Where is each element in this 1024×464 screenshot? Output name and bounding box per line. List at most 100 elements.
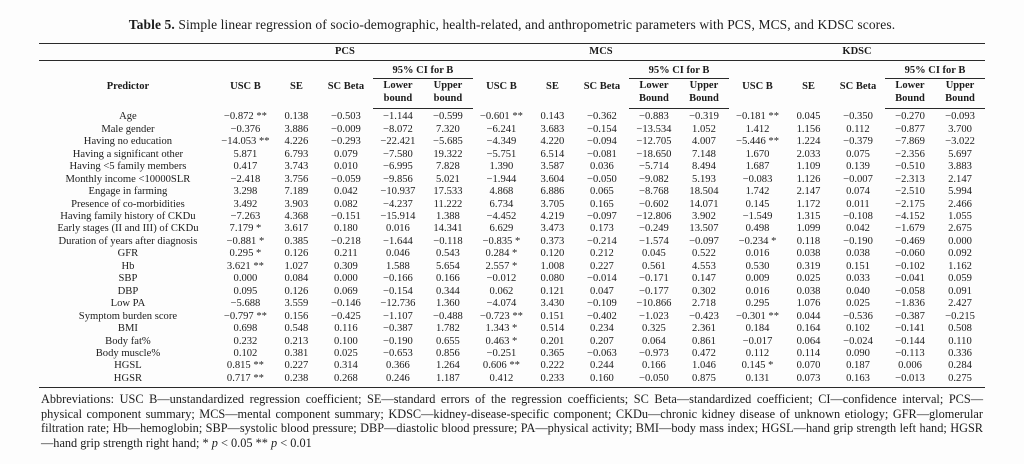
- kdsc-se-header: SE: [802, 80, 815, 92]
- value-cell: −0.166: [383, 273, 413, 285]
- value-cell: 0.698: [233, 323, 258, 335]
- value-cell: −0.973: [639, 347, 669, 359]
- group-header-mcs: MCS: [472, 43, 729, 61]
- table-row: Male gender −0.376 3.886 −0.009 −8.072 7.320 −…: [39, 124, 985, 136]
- value-cell: 0.143: [540, 111, 565, 123]
- value-cell: −14.053 **: [221, 136, 270, 148]
- value-cell: 0.173: [590, 223, 614, 235]
- value-cell: 3.617: [284, 223, 309, 235]
- value-cell: 0.120: [540, 248, 565, 260]
- value-cell: −0.050: [587, 173, 617, 185]
- value-cell: −0.109: [587, 298, 617, 310]
- value-cell: 0.543: [436, 248, 460, 260]
- value-cell: 1.388: [436, 211, 460, 222]
- kdsc-scbeta-header: SC Beta: [839, 80, 877, 92]
- table-row: Body muscle% 0.102 0.381 0.025 −0.653 0.856 −0…: [39, 348, 985, 360]
- value-cell: 0.336: [948, 347, 972, 359]
- value-cell: −7.869: [895, 136, 925, 148]
- predictor-cell: Having <5 family members: [69, 161, 187, 173]
- value-cell: 1.264: [436, 360, 460, 372]
- value-cell: 1.156: [796, 123, 821, 135]
- value-cell: −0.102: [895, 260, 925, 272]
- value-cell: 0.118: [796, 235, 821, 247]
- value-cell: 3.683: [540, 123, 565, 135]
- value-cell: −6.995: [383, 161, 413, 173]
- value-cell: 0.040: [846, 285, 870, 297]
- value-cell: 0.655: [436, 335, 460, 347]
- value-cell: 0.385: [284, 235, 309, 247]
- value-cell: −4.237: [383, 198, 413, 210]
- value-cell: 0.227: [590, 260, 614, 272]
- value-cell: 1.360: [436, 298, 460, 310]
- value-cell: −1.679: [895, 223, 925, 235]
- value-cell: −0.234 *: [738, 235, 777, 247]
- value-cell: 0.180: [334, 223, 358, 235]
- value-cell: −0.469: [895, 235, 925, 247]
- value-cell: 0.147: [692, 273, 716, 285]
- value-cell: 0.295 *: [229, 248, 262, 260]
- bound-header-row: Lower bound Upper bound Lower Bound Uppe…: [39, 78, 986, 110]
- value-cell: −2.356: [895, 148, 925, 160]
- value-cell: 7.320: [436, 123, 460, 135]
- value-cell: −0.872 **: [223, 111, 267, 123]
- value-cell: 0.145 *: [741, 360, 774, 372]
- value-cell: 0.238: [273, 372, 319, 389]
- value-cell: 0.025: [334, 347, 358, 359]
- table-caption-label: Table 5.: [128, 17, 175, 32]
- value-cell: 0.856: [436, 347, 460, 359]
- value-cell: 1.782: [436, 323, 460, 335]
- value-cell: −7.580: [383, 148, 413, 160]
- value-cell: −5.446 **: [735, 136, 780, 148]
- value-cell: −0.379: [843, 136, 873, 148]
- value-cell: 0.091: [948, 285, 972, 297]
- value-cell: 4.868: [489, 186, 514, 198]
- value-cell: 1.055: [948, 211, 972, 222]
- value-cell: 0.046: [386, 248, 410, 260]
- value-cell: 2.675: [948, 223, 972, 235]
- table-row: Early stages (II and III) of CKDu 7.179 *…: [39, 223, 985, 235]
- value-cell: 0.156: [284, 310, 309, 322]
- value-cell: 1.172: [796, 198, 821, 210]
- sub-header-row: Predictor USC B SE SC Beta 95% CI for B …: [39, 60, 986, 92]
- table-row: Duration of years after diagnosis −0.881 …: [39, 236, 985, 248]
- table-row: Age −0.872 ** 0.138 −0.503 −1.144 −0.599 −0.60…: [39, 109, 985, 124]
- value-cell: −10.937: [380, 186, 416, 198]
- value-cell: 0.207: [590, 335, 614, 347]
- value-cell: 13.507: [689, 223, 719, 235]
- value-cell: −0.014: [587, 273, 617, 285]
- value-cell: −1.144: [383, 111, 413, 123]
- value-cell: 1.412: [745, 123, 770, 135]
- value-cell: −0.118: [433, 235, 463, 247]
- value-cell: −0.094: [587, 136, 617, 148]
- value-cell: −0.883: [639, 111, 669, 123]
- value-cell: −0.536: [843, 310, 873, 322]
- value-cell: −5.751: [486, 148, 517, 160]
- predictor-cell: Having no education: [83, 136, 173, 148]
- value-cell: −0.097: [587, 211, 617, 222]
- value-cell: −0.835 *: [482, 235, 521, 247]
- value-cell: −0.081: [587, 148, 617, 160]
- value-cell: −0.270: [895, 111, 925, 123]
- predictor-cell: Age: [119, 111, 137, 123]
- value-cell: −0.007: [843, 173, 873, 185]
- value-cell: −0.425: [331, 310, 361, 322]
- value-cell: 0.246: [372, 372, 423, 389]
- value-cell: 0.080: [540, 273, 565, 285]
- value-cell: −0.881 *: [226, 235, 265, 247]
- value-cell: 0.016: [745, 285, 770, 297]
- value-cell: 0.038: [796, 285, 821, 297]
- value-cell: −4.452: [486, 211, 517, 222]
- value-cell: −1.023: [639, 310, 669, 322]
- value-cell: −4.074: [486, 298, 517, 310]
- predictor-cell: Hb: [121, 260, 135, 272]
- value-cell: 3.756: [284, 173, 309, 185]
- value-cell: −0.093: [945, 111, 975, 123]
- value-cell: −0.249: [639, 223, 669, 235]
- value-cell: 0.268: [318, 372, 373, 389]
- value-cell: 0.417: [233, 161, 258, 173]
- value-cell: 0.064: [796, 335, 821, 347]
- value-cell: 0.011: [846, 198, 870, 210]
- mcs-ci-header: 95% CI for B: [628, 60, 729, 80]
- predictor-cell: Presence of co-morbidities: [71, 198, 185, 210]
- value-cell: 0.047: [590, 285, 614, 297]
